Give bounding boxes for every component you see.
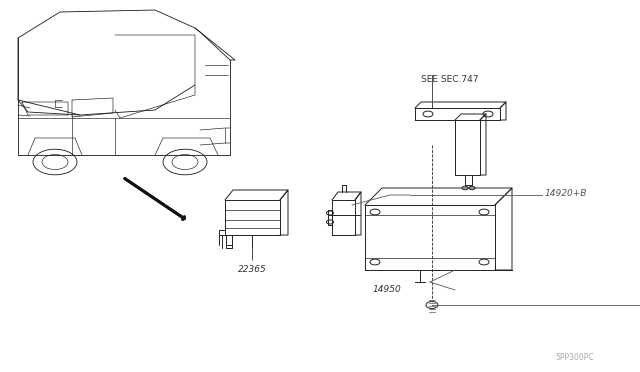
Text: 14950: 14950 [373,285,402,295]
Text: 5PP300PC: 5PP300PC [555,353,594,362]
Text: 14920+B: 14920+B [545,189,588,198]
Text: SEE SEC.747: SEE SEC.747 [421,76,479,84]
Text: 22365: 22365 [237,266,266,275]
